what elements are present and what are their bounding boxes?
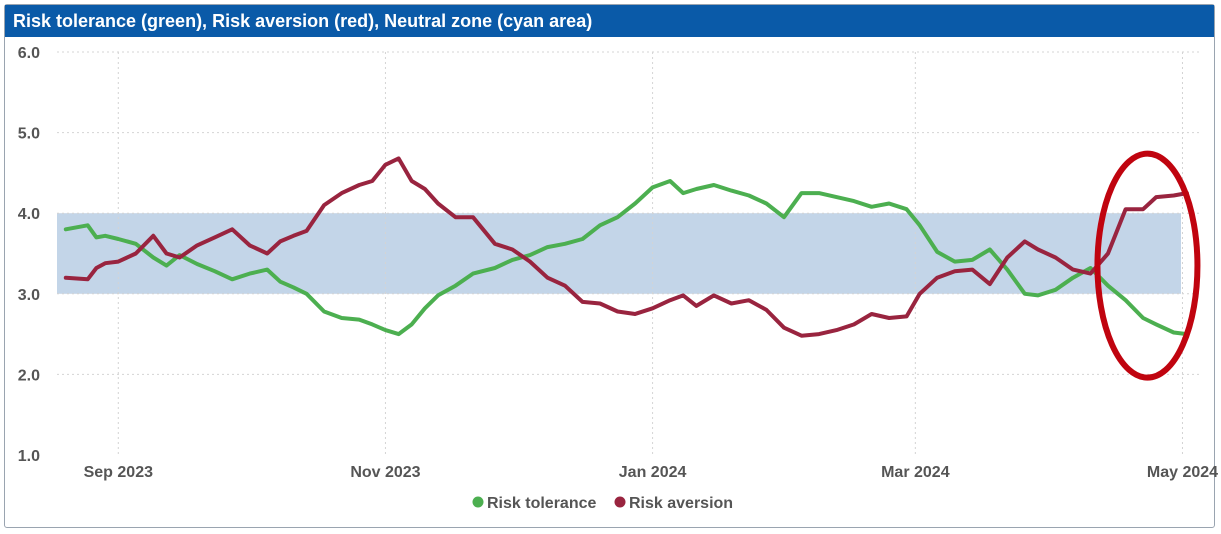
series-line-risk-tolerance: [63, 179, 1189, 337]
y-tick-label: 5.0: [18, 126, 40, 143]
chart-title: Risk tolerance (green), Risk aversion (r…: [5, 5, 1214, 37]
y-tick-label: 4.0: [18, 206, 40, 223]
highlight-ellipse: [1094, 150, 1201, 381]
x-tick-label: May 2024: [1147, 464, 1218, 481]
legend-label: Risk tolerance: [487, 495, 596, 512]
x-tick-label: Mar 2024: [881, 464, 950, 481]
legend-label: Risk aversion: [629, 495, 733, 512]
x-tick-label: Sep 2023: [84, 464, 153, 481]
series-line-risk-aversion: [63, 156, 1189, 338]
x-tick-label: Nov 2023: [350, 464, 420, 481]
y-tick-label: 3.0: [18, 287, 40, 304]
y-tick-label: 6.0: [18, 45, 40, 62]
legend-marker: [472, 496, 484, 508]
legend-marker: [614, 496, 626, 508]
x-tick-label: Jan 2024: [619, 464, 687, 481]
y-tick-label: 2.0: [18, 367, 40, 384]
y-tick-label: 1.0: [18, 448, 40, 465]
